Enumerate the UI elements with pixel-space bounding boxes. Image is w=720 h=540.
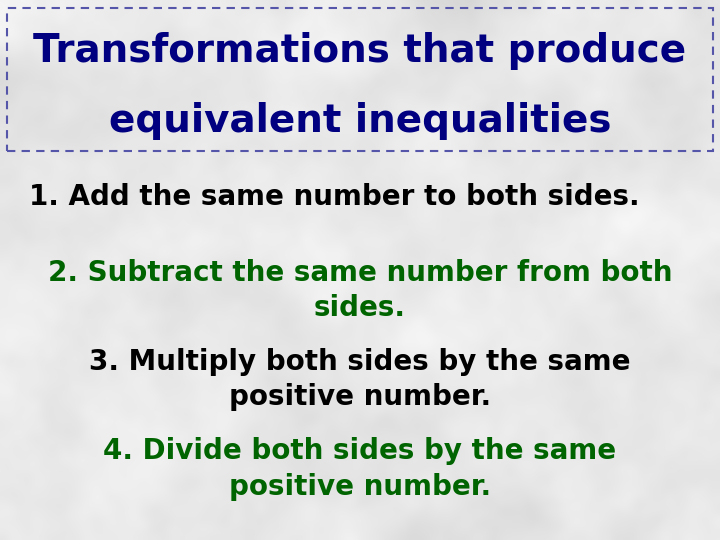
- Text: 2. Subtract the same number from both: 2. Subtract the same number from both: [48, 259, 672, 287]
- Text: 4. Divide both sides by the same: 4. Divide both sides by the same: [104, 437, 616, 465]
- Text: positive number.: positive number.: [229, 383, 491, 411]
- Text: 3. Multiply both sides by the same: 3. Multiply both sides by the same: [89, 348, 631, 376]
- Text: sides.: sides.: [314, 294, 406, 322]
- Text: positive number.: positive number.: [229, 473, 491, 501]
- Text: equivalent inequalities: equivalent inequalities: [109, 103, 611, 140]
- Text: 1. Add the same number to both sides.: 1. Add the same number to both sides.: [29, 183, 639, 211]
- Text: Transformations that produce: Transformations that produce: [33, 32, 687, 70]
